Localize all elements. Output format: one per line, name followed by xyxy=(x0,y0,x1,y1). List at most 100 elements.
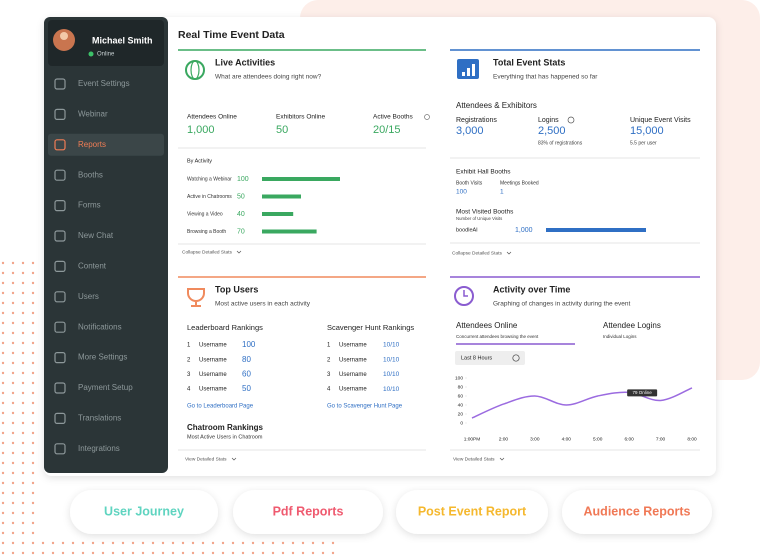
booth-name: boodleAI xyxy=(456,227,478,233)
report-button[interactable] xyxy=(70,490,218,534)
rank: 1 xyxy=(327,343,331,349)
stat-value: 50 xyxy=(276,124,288,136)
stat-value: 3,000 xyxy=(456,125,484,137)
menu-icon xyxy=(54,321,66,333)
page-title: Real Time Event Data xyxy=(178,29,285,41)
panel-title: Top Users xyxy=(215,284,258,294)
rank: 4 xyxy=(187,387,191,393)
report-button[interactable] xyxy=(396,490,548,534)
menu-item[interactable]: Booths xyxy=(78,170,103,179)
score: 10/10 xyxy=(383,386,400,393)
activity-value: 100 xyxy=(237,176,249,183)
range-label[interactable]: Last 8 Hours xyxy=(461,355,492,361)
x-tick-label: 8:00 xyxy=(687,436,697,442)
report-button[interactable] xyxy=(562,490,712,534)
menu-icon xyxy=(54,108,66,121)
menu-item[interactable]: More Settings xyxy=(78,353,127,362)
tab-title[interactable]: Attendees Online xyxy=(456,321,518,330)
menu-item[interactable]: Reports xyxy=(78,140,106,149)
panel-title: Activity over Time xyxy=(493,284,570,294)
stat-value: 15,000 xyxy=(630,125,664,137)
ranking-title: Leaderboard Rankings xyxy=(187,323,263,332)
menu-item[interactable]: New Chat xyxy=(78,231,114,240)
menu-item[interactable]: Translations xyxy=(78,414,121,423)
view-link[interactable]: View Detailed Stats xyxy=(185,456,227,462)
user-status: Online xyxy=(97,52,115,58)
ranking-title: Chatroom Rankings xyxy=(187,423,264,432)
menu-item[interactable]: Webinar xyxy=(78,110,108,119)
score: 60 xyxy=(242,370,251,379)
stat-value: 100 xyxy=(456,189,467,196)
panel-subtitle: What are attendees doing right now? xyxy=(215,74,322,81)
caret xyxy=(231,457,237,461)
stat-value: 1 xyxy=(500,189,504,196)
stat-label: Unique Event Visits xyxy=(630,117,691,124)
panel-subtitle: Most active users in each activity xyxy=(215,301,311,308)
menu-item[interactable]: Notifications xyxy=(78,322,122,331)
activity-value: 70 xyxy=(237,228,245,235)
icon-clock xyxy=(463,290,468,297)
collapse-link[interactable]: Collapse Detailed Stats xyxy=(452,250,502,256)
rank: 3 xyxy=(327,372,331,378)
section-title: Most Visited Booths xyxy=(456,209,514,216)
report-button[interactable] xyxy=(233,490,383,534)
report-button-label[interactable]: Audience Reports xyxy=(584,504,691,518)
menu-item[interactable]: Integrations xyxy=(78,444,120,453)
page-link[interactable]: Go to Leaderboard Page xyxy=(187,404,254,410)
menu-icon xyxy=(54,291,66,303)
stat-note: 83% of registrations xyxy=(538,140,583,146)
score: 10/10 xyxy=(383,371,400,378)
username: Username xyxy=(199,387,227,393)
ranking-subtitle: Most Active Users in Chatroom xyxy=(187,434,263,440)
main-card xyxy=(44,17,716,476)
rank: 4 xyxy=(327,387,331,393)
icon-chart xyxy=(462,72,465,76)
x-tick-label: 1:00PM xyxy=(464,436,481,442)
y-tick-label: 80 xyxy=(458,384,464,390)
menu-icon xyxy=(54,230,66,242)
ranking-title: Scavenger Hunt Rankings xyxy=(327,323,414,332)
sidebar xyxy=(44,17,168,473)
avatar-face xyxy=(60,32,68,40)
dot-pattern xyxy=(0,260,40,560)
menu-item[interactable]: Content xyxy=(78,262,107,271)
y-tick-label: 0 xyxy=(460,420,463,426)
range-select[interactable] xyxy=(455,351,525,365)
username: Username xyxy=(339,372,367,378)
score: 50 xyxy=(242,384,251,393)
menu-item[interactable]: Payment Setup xyxy=(78,383,133,392)
stat-label: Meetings Booked xyxy=(500,180,539,186)
report-button-label[interactable]: Post Event Report xyxy=(418,504,527,518)
section-title: By Activity xyxy=(187,158,212,164)
menu-item[interactable]: Forms xyxy=(78,201,101,210)
booth-value: 1,000 xyxy=(515,227,533,234)
menu-item[interactable]: Event Settings xyxy=(78,79,130,88)
username: Username xyxy=(339,357,367,363)
activity-bar xyxy=(262,229,317,234)
menu-icon xyxy=(54,78,66,90)
info-icon xyxy=(424,114,430,120)
page-link[interactable]: Go to Scavenger Hunt Page xyxy=(327,404,403,410)
report-button-label[interactable]: User Journey xyxy=(104,504,184,518)
caret xyxy=(236,250,242,254)
menu-item[interactable]: Users xyxy=(78,292,99,301)
report-button-label[interactable]: Pdf Reports xyxy=(273,504,344,518)
tooltip xyxy=(627,389,658,397)
panel-title: Total Event Stats xyxy=(493,57,565,67)
menu-icon xyxy=(54,412,66,424)
activity-label: Active in Chatrooms xyxy=(187,194,232,200)
tab-title[interactable]: Attendee Logins xyxy=(603,321,661,330)
score: 80 xyxy=(242,355,251,364)
icon-chart xyxy=(472,64,475,76)
collapse-link[interactable]: Collapse Detailed Stats xyxy=(182,249,232,255)
y-tick-label: 40 xyxy=(458,402,464,408)
stat-label: Booth Visits xyxy=(456,180,483,186)
activity-bar xyxy=(262,212,294,216)
stat-label: Active Booths xyxy=(373,114,413,121)
x-tick-label: 4:00 xyxy=(562,436,572,442)
view-link[interactable]: View Detailed Stats xyxy=(453,456,495,462)
stat-value: 2,500 xyxy=(538,125,566,137)
tab-subtitle: Concurrent attendees browsing the event xyxy=(456,334,539,339)
